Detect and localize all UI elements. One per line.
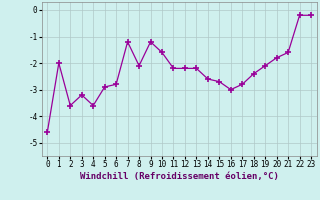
X-axis label: Windchill (Refroidissement éolien,°C): Windchill (Refroidissement éolien,°C) bbox=[80, 172, 279, 181]
